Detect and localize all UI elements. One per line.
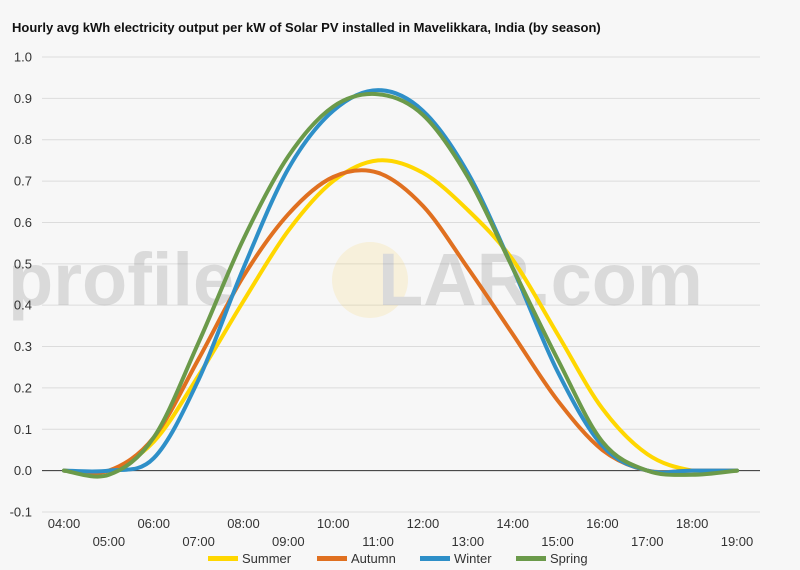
x-tick-label: 13:00: [452, 534, 485, 549]
y-tick-label: -0.1: [10, 505, 32, 520]
x-tick-label: 17:00: [631, 534, 664, 549]
x-tick-label: 07:00: [182, 534, 215, 549]
x-tick-label: 09:00: [272, 534, 305, 549]
x-tick-label: 05:00: [93, 534, 126, 549]
y-tick-label: 0.1: [14, 422, 32, 437]
legend-swatch-summer: [208, 556, 238, 561]
y-tick-label: 0.5: [14, 256, 32, 271]
x-tick-label: 15:00: [541, 534, 574, 549]
axis-labels: -0.1 0.0 0.1 0.2 0.3 0.4 0.5 0.6 0.7 0.8 0.9 1.0 04:…: [10, 50, 754, 550]
y-tick-label: 0.8: [14, 132, 32, 147]
grid-lines: [42, 56, 760, 513]
x-tick-label: 16:00: [586, 516, 619, 531]
watermark-text-left: profile: [8, 238, 234, 321]
x-tick-label: 04:00: [48, 516, 81, 531]
x-tick-label: 08:00: [227, 516, 260, 531]
x-tick-label: 18:00: [676, 516, 709, 531]
y-tick-label: 0.3: [14, 339, 32, 354]
legend-label-winter: Winter: [454, 551, 492, 566]
x-tick-label: 14:00: [496, 516, 529, 531]
x-tick-label: 11:00: [362, 534, 394, 549]
y-tick-label: 0.6: [14, 215, 32, 230]
y-tick-label: 0.2: [14, 380, 32, 395]
watermark: profile LAR.com: [8, 238, 703, 321]
y-tick-label: 0.0: [14, 463, 32, 478]
x-tick-label: 10:00: [317, 516, 350, 531]
y-tick-label: 0.9: [14, 91, 32, 106]
series-line-spring: [62, 91, 739, 479]
x-tick-label: 19:00: [721, 534, 754, 549]
series-line-summer: [62, 158, 739, 475]
legend-label-summer: Summer: [242, 551, 292, 566]
legend-label-spring: Spring: [550, 551, 588, 566]
y-tick-label: 1.0: [14, 50, 32, 65]
x-tick-label: 06:00: [137, 516, 170, 531]
legend-swatch-spring: [516, 556, 546, 561]
watermark-sun-icon: [332, 242, 408, 318]
x-tick-label: 12:00: [407, 516, 440, 531]
y-tick-label: 0.7: [14, 174, 32, 189]
chart-title: Hourly avg kWh electricity output per kW…: [12, 20, 601, 35]
legend: Summer Autumn Winter Spring: [208, 551, 588, 566]
legend-swatch-winter: [420, 556, 450, 561]
series-line-winter: [62, 88, 739, 475]
y-tick-label: 0.4: [14, 298, 32, 313]
series-lines: [62, 88, 739, 479]
legend-swatch-autumn: [317, 556, 347, 561]
legend-label-autumn: Autumn: [351, 551, 396, 566]
